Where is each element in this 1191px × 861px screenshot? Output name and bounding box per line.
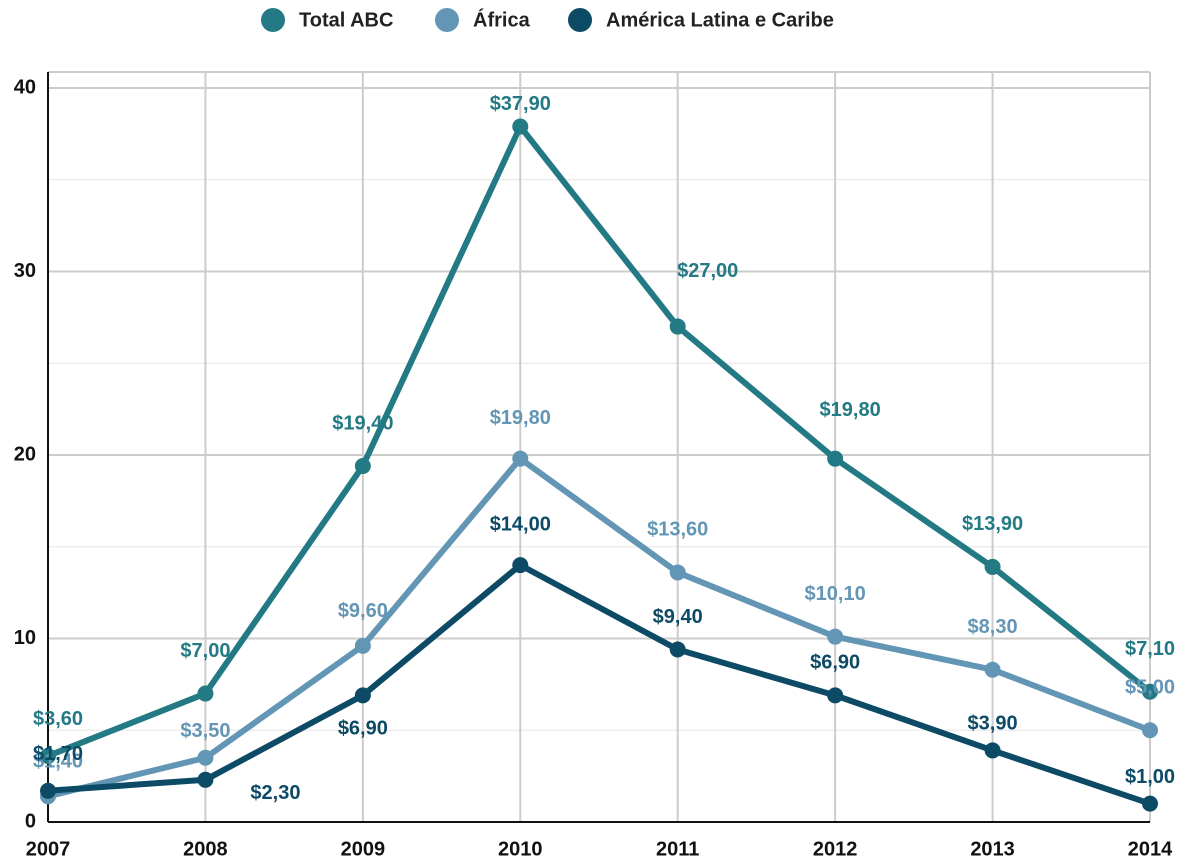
y-tick-label: 0 <box>25 810 36 832</box>
value-label: $6,90 <box>338 718 388 740</box>
x-tick-label: 2014 <box>1128 838 1173 860</box>
value-label: $5,00 <box>1125 677 1175 699</box>
value-label: $19,40 <box>332 412 393 434</box>
value-label: $13,60 <box>647 519 708 541</box>
x-tick-label: 2007 <box>26 838 71 860</box>
point <box>827 628 844 645</box>
point <box>512 450 529 467</box>
series-line <box>47 562 1151 807</box>
value-label: $27,00 <box>677 260 738 282</box>
point <box>512 557 529 574</box>
point <box>984 558 1001 575</box>
y-tick-label: 30 <box>14 260 36 282</box>
legend-swatch <box>568 8 592 32</box>
value-label: $14,00 <box>490 513 551 535</box>
series-line <box>46 123 1152 759</box>
point <box>984 742 1001 759</box>
legend-label: Total ABC <box>299 9 393 31</box>
point <box>669 318 686 335</box>
value-label: $7,10 <box>1125 638 1175 660</box>
value-label: $37,90 <box>490 93 551 115</box>
value-label: $19,80 <box>820 399 881 421</box>
y-tick-label: 20 <box>14 443 36 465</box>
x-tick-label: 2008 <box>183 838 228 860</box>
legend-label: África <box>473 8 531 31</box>
value-label: $9,40 <box>653 606 703 628</box>
point <box>827 450 844 467</box>
x-tick-label: 2013 <box>970 838 1015 860</box>
point <box>669 564 686 581</box>
x-tick-label: 2012 <box>813 838 858 860</box>
series-line <box>47 455 1152 800</box>
point <box>984 661 1001 678</box>
value-label: $10,10 <box>805 583 866 605</box>
x-tick-label: 2010 <box>498 838 543 860</box>
legend-swatch <box>435 8 459 32</box>
point <box>197 749 214 766</box>
value-label: $3,50 <box>180 720 230 742</box>
point <box>197 771 214 788</box>
value-label: $19,80 <box>490 407 551 429</box>
value-label: $3,90 <box>968 713 1018 735</box>
value-label: $9,60 <box>338 600 388 622</box>
point <box>1142 795 1158 812</box>
x-tick-label: 2011 <box>656 838 699 860</box>
point <box>40 782 56 799</box>
value-label: $13,90 <box>962 513 1023 535</box>
legend-swatch <box>261 8 285 32</box>
value-label: $1,70 <box>33 743 83 765</box>
x-tick-label: 2009 <box>341 838 386 860</box>
y-tick-label: 10 <box>14 627 36 649</box>
point <box>354 687 371 704</box>
legend-label: América Latina e Caribe <box>606 9 834 31</box>
value-label: $3,60 <box>33 708 83 730</box>
point <box>512 118 529 135</box>
point <box>669 641 686 658</box>
point <box>197 685 214 702</box>
point <box>354 458 371 475</box>
value-label: $8,30 <box>968 616 1018 638</box>
value-label: $2,30 <box>250 782 300 804</box>
value-label: $1,00 <box>1125 766 1175 788</box>
point <box>40 747 56 764</box>
value-label: $1,40 <box>33 751 83 773</box>
value-label: $6,90 <box>810 652 860 674</box>
value-label: $7,00 <box>180 640 230 662</box>
point <box>1142 722 1158 739</box>
point <box>1142 683 1158 700</box>
y-tick-label: 40 <box>14 76 36 98</box>
point <box>827 687 844 704</box>
point <box>354 637 371 654</box>
